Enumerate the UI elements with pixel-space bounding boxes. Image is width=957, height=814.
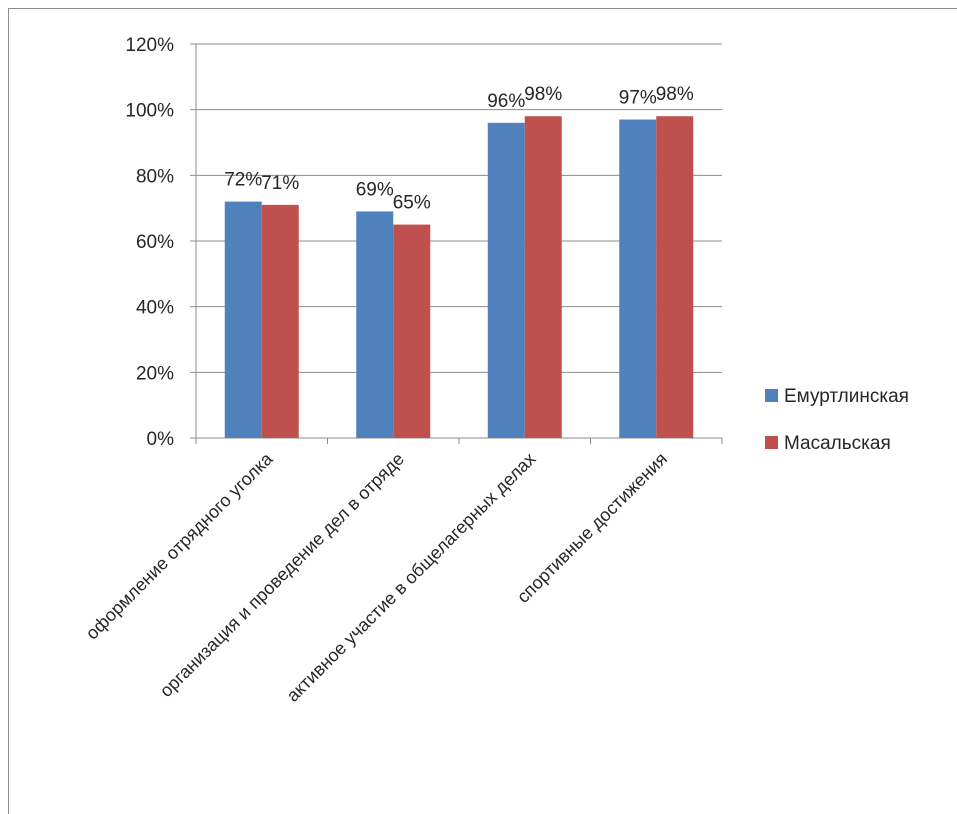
data-label: 96%	[487, 91, 525, 112]
y-tick-label: 100%	[125, 101, 174, 122]
data-label: 71%	[261, 173, 299, 194]
y-tick-label: 60%	[136, 232, 174, 253]
data-label: 98%	[656, 84, 694, 105]
data-label: 69%	[356, 179, 394, 200]
bar	[393, 224, 431, 438]
data-label: 98%	[524, 84, 562, 105]
bar	[224, 201, 262, 438]
x-category-label: спортивные достижения	[513, 449, 671, 607]
data-label: 72%	[224, 170, 262, 191]
y-tick-label: 40%	[136, 298, 174, 319]
bar	[487, 122, 525, 439]
bar	[356, 211, 394, 438]
y-tick-label: 80%	[136, 166, 174, 187]
y-tick-label: 20%	[136, 363, 174, 384]
legend-label: Емуртлинская	[784, 386, 909, 407]
chart-frame	[8, 8, 957, 814]
bar	[619, 119, 657, 439]
legend-swatch	[765, 389, 778, 402]
data-label: 65%	[393, 193, 431, 214]
y-tick-label: 0%	[147, 429, 175, 450]
y-tick-label: 120%	[125, 35, 174, 56]
x-category-label: организация и проведение дел в отряде	[156, 449, 408, 701]
bar	[524, 116, 562, 438]
bar	[656, 116, 694, 438]
legend-label: Масальская	[784, 433, 891, 454]
data-label: 97%	[619, 88, 657, 109]
legend-swatch	[765, 436, 778, 449]
bar	[261, 204, 299, 438]
x-category-label: активное участие в общелагерных делах	[283, 449, 540, 706]
